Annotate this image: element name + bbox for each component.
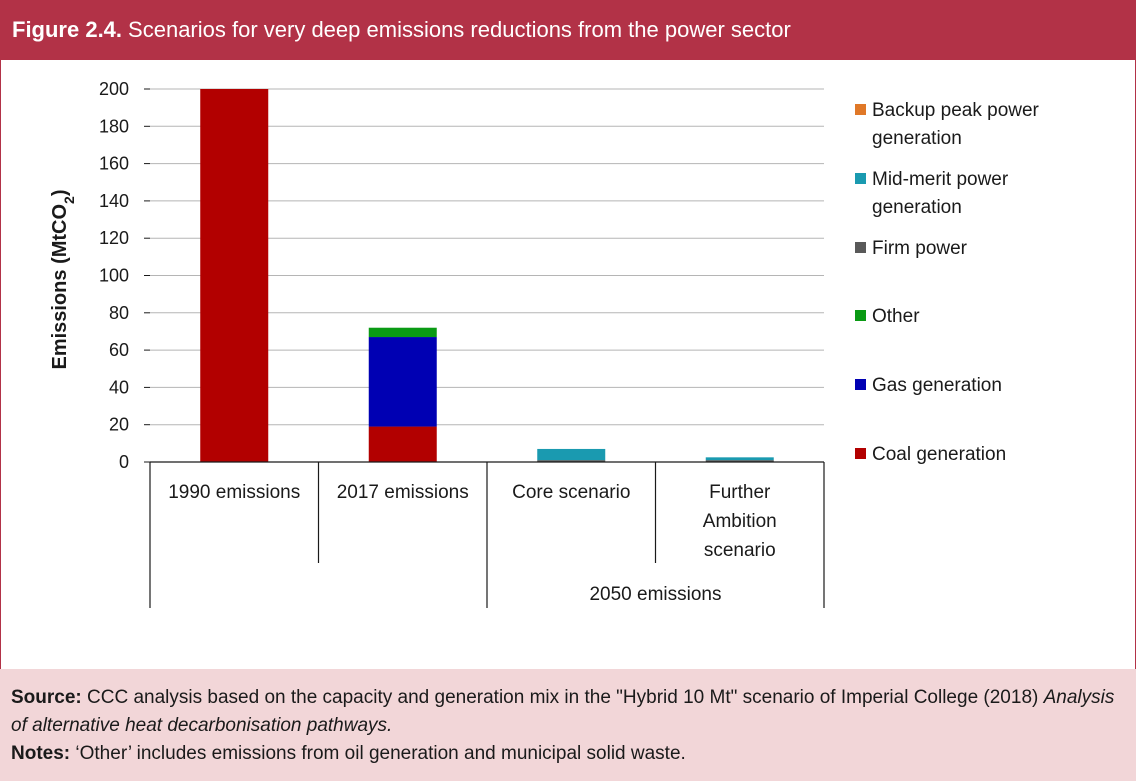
source-italic: Analysis of alternative heat decarbonisa…: [11, 687, 1115, 736]
legend-swatch: [855, 242, 866, 253]
notes: Notes: ‘Other’ includes emissions from o…: [11, 740, 1124, 768]
y-axis-label: Emissions (MtCO2): [49, 189, 77, 369]
category-label: 2017 emissions: [337, 482, 469, 503]
source-label: Source:: [11, 687, 82, 708]
bar-segment: [200, 89, 269, 462]
bar-segment: [705, 457, 774, 461]
y-tick-label: 180: [99, 116, 129, 136]
category-label: Further: [709, 482, 771, 503]
legend-label: Gas generation: [872, 375, 1002, 396]
legend-label: generation: [872, 128, 962, 149]
legend-swatch: [855, 104, 866, 115]
legend-swatch: [855, 173, 866, 184]
category-label: 1990 emissions: [168, 482, 300, 503]
figure-label: Figure 2.4.: [12, 17, 123, 42]
legend-swatch: [855, 379, 866, 390]
category-label: scenario: [704, 540, 776, 561]
legend-label: Mid-merit power: [872, 169, 1009, 190]
y-tick-label: 0: [119, 452, 129, 472]
stacked-bar-chart: 0 20 40 60 80 100 120 140 160 180 200 Emissions (Mt…: [49, 79, 1040, 608]
figure-footer: Source: CCC analysis based on the capaci…: [0, 669, 1136, 781]
legend-label: Firm power: [872, 238, 968, 259]
y-tick-label: 100: [99, 266, 129, 286]
legend-swatch: [855, 310, 866, 321]
legend-swatch: [855, 448, 866, 459]
y-tick-label: 160: [99, 154, 129, 174]
legend-label: Backup peak power: [872, 100, 1040, 121]
y-tick-label: 200: [99, 79, 129, 99]
source-text: CCC analysis based on the capacity and g…: [81, 687, 1044, 708]
bar-segment: [368, 337, 437, 427]
legend-label: Other: [872, 306, 920, 327]
bar-segment: [537, 448, 606, 461]
bar-segment: [368, 426, 437, 462]
notes-label: Notes:: [11, 743, 71, 764]
figure-header: Figure 2.4. Scenarios for very deep emis…: [0, 0, 1136, 60]
bar-segment: [368, 327, 437, 338]
y-tick-label: 140: [99, 191, 129, 211]
bar-segment: [537, 460, 606, 462]
y-tick-label: 20: [109, 415, 129, 435]
bar-segment: [705, 460, 774, 462]
group-label: 2050 emissions: [589, 584, 721, 605]
y-tick-label: 40: [109, 377, 129, 397]
figure-title: Scenarios for very deep emissions reduct…: [128, 17, 791, 42]
notes-text: ‘Other’ includes emissions from oil gene…: [70, 743, 686, 764]
category-label: Ambition: [703, 511, 777, 532]
y-tick-label: 80: [109, 303, 129, 323]
legend-label: generation: [872, 197, 962, 218]
source-note: Source: CCC analysis based on the capaci…: [11, 684, 1124, 740]
legend-label: Coal generation: [872, 444, 1006, 465]
y-tick-label: 60: [109, 340, 129, 360]
y-tick-label: 120: [99, 228, 129, 248]
category-label: Core scenario: [512, 482, 630, 503]
